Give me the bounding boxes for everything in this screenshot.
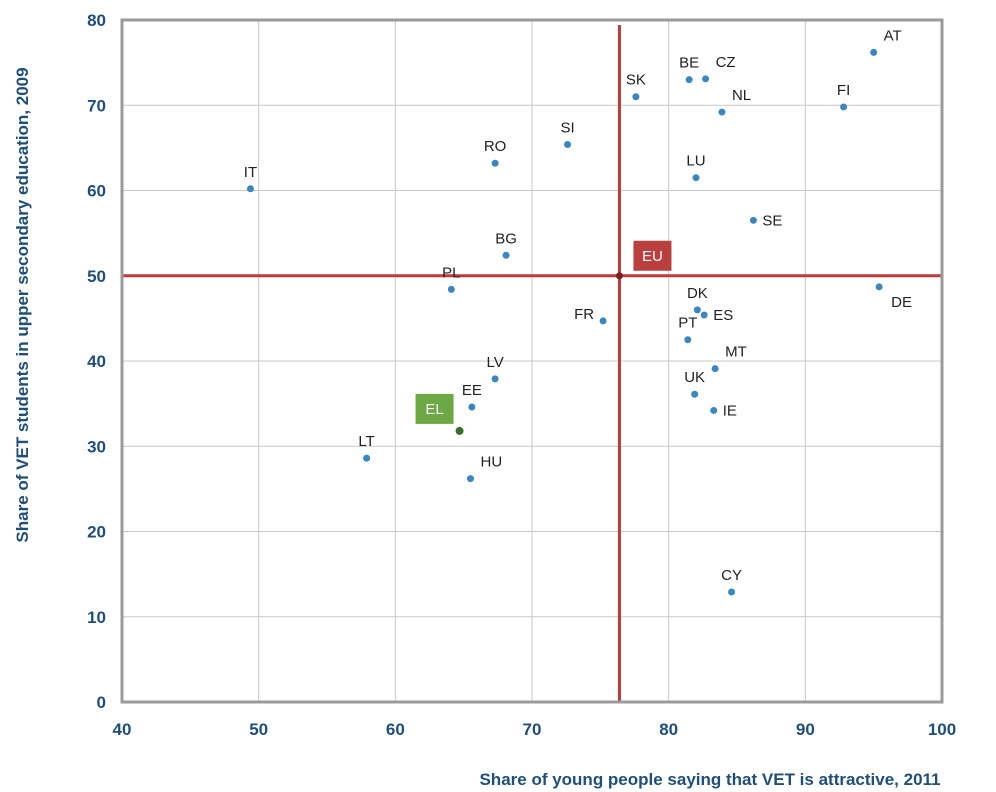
data-point [564, 140, 572, 148]
point-label: HU [481, 454, 503, 471]
point-label: ES [713, 307, 733, 324]
point-label: PT [678, 315, 697, 332]
y-tick-label: 20 [87, 523, 106, 542]
y-tick-label: 30 [87, 437, 106, 456]
data-point [711, 365, 719, 373]
y-axis-title: Share of VET students in upper secondary… [13, 67, 32, 542]
data-point [710, 406, 718, 414]
y-tick-label: 0 [97, 693, 106, 712]
y-tick-label: 60 [87, 182, 106, 201]
point-label: LU [686, 153, 705, 170]
eu-badge [633, 240, 672, 271]
point-label: FR [574, 306, 594, 323]
x-tick-label: 90 [796, 720, 815, 739]
y-tick-label: 70 [87, 96, 106, 115]
point-label: IT [244, 164, 257, 181]
x-tick-label: 40 [113, 720, 132, 739]
data-point [693, 306, 701, 314]
point-label: IE [723, 402, 737, 419]
data-points: AT BE CZ SK NL FI SI RO LU IT SE BG PL DE DK ES FR PT MT LV… [244, 27, 912, 596]
axis-ticks: 40 50 60 70 80 90 100 0 10 20 30 40 50 60 70 80 [87, 11, 956, 739]
data-point [875, 283, 883, 291]
data-point [491, 375, 499, 383]
plot-area-border [120, 18, 944, 704]
eu-marker [615, 272, 623, 280]
point-label: BE [679, 55, 699, 72]
data-point [502, 251, 510, 259]
data-point [684, 336, 692, 344]
point-label: AT [884, 27, 902, 44]
y-tick-label: 80 [87, 11, 106, 30]
x-tick-label: 80 [659, 720, 678, 739]
point-label: SK [626, 72, 646, 89]
data-point [749, 216, 757, 224]
point-label: SE [762, 212, 782, 229]
el-marker [455, 426, 464, 435]
point-label: NL [732, 87, 751, 104]
x-tick-label: 100 [928, 720, 956, 739]
point-label: FI [837, 82, 850, 99]
reference-lines [122, 25, 942, 702]
point-label: DK [687, 285, 708, 302]
data-point [599, 317, 607, 325]
point-label: LV [486, 354, 503, 371]
x-tick-label: 50 [249, 720, 268, 739]
el-badge-label: EL [425, 401, 443, 418]
x-tick-label: 60 [386, 720, 405, 739]
data-point [840, 103, 848, 111]
data-point [685, 76, 693, 84]
data-point [700, 311, 708, 319]
data-point [691, 390, 699, 398]
point-label: EE [462, 382, 482, 399]
eu-badge-label: EU [642, 248, 663, 265]
data-point [632, 93, 640, 101]
x-tick-label: 70 [523, 720, 542, 739]
data-point [728, 588, 736, 596]
data-point [246, 185, 254, 193]
y-tick-label: 10 [87, 608, 106, 627]
data-point [491, 159, 499, 167]
point-label: CZ [716, 54, 736, 71]
y-tick-label: 40 [87, 352, 106, 371]
highlight-badges: EU EL [415, 240, 672, 435]
data-point [468, 403, 476, 411]
point-label: BG [495, 230, 517, 247]
point-label: SI [560, 119, 574, 136]
point-label: CY [721, 567, 742, 584]
point-label: UK [684, 369, 705, 386]
data-point [363, 454, 371, 462]
data-point [718, 108, 726, 116]
data-point [467, 475, 474, 483]
x-axis-title: Share of young people saying that VET is… [479, 770, 940, 789]
el-badge [415, 393, 454, 424]
y-tick-label: 50 [87, 267, 106, 286]
data-point [447, 285, 455, 293]
point-label: MT [725, 344, 747, 361]
point-label: PL [442, 264, 460, 281]
point-label: RO [484, 138, 507, 155]
point-label: LT [358, 433, 374, 450]
point-label: DE [891, 294, 912, 311]
data-point [870, 48, 878, 56]
data-point [702, 75, 710, 83]
data-point [692, 174, 700, 182]
